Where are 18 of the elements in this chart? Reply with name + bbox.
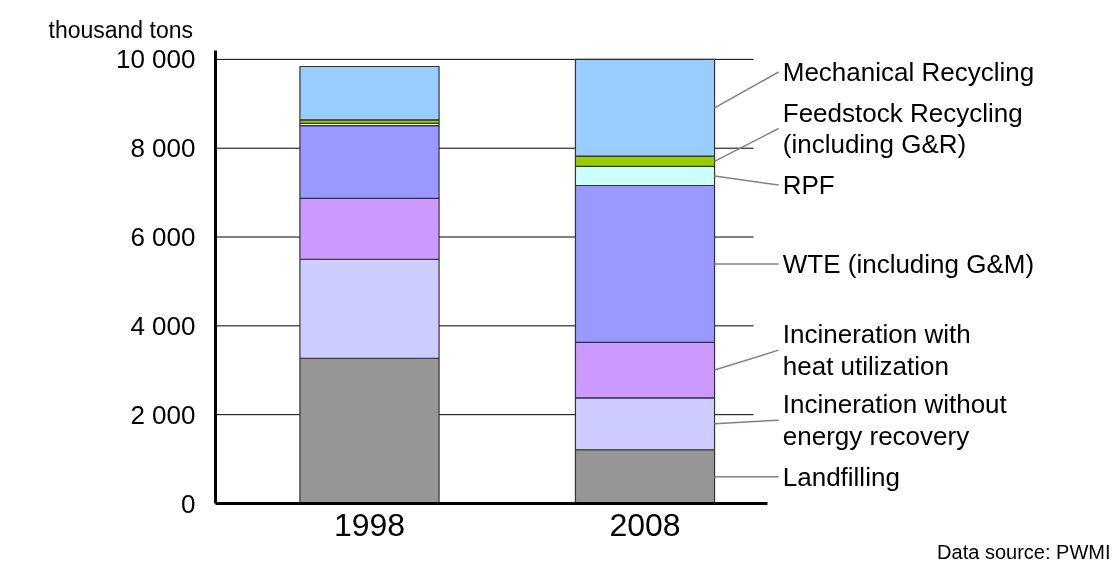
text: Landfilling xyxy=(782,461,900,492)
bar xyxy=(299,65,440,121)
text: Incineration with heat utilization xyxy=(782,319,971,381)
y-tick-label: 2 000 xyxy=(130,399,196,430)
y-axis-title: thousand tons xyxy=(48,16,194,43)
y-tick-label: 6 000 xyxy=(130,222,196,253)
y-tick-label: 8 000 xyxy=(130,133,196,164)
text: RPF xyxy=(782,170,835,200)
x-tick-label: 2008 xyxy=(609,506,681,543)
x-tick-label: 1998 xyxy=(333,506,406,543)
text: WTE (including G&M) xyxy=(782,248,1035,279)
text: Feedstock Recycling (including G&R) xyxy=(782,97,1023,160)
y-tick-label: 10 000 xyxy=(115,44,196,75)
text: Incineration without energy recovery xyxy=(782,389,1008,451)
y-tick-label: 0 xyxy=(181,488,196,519)
y-tick-label: 4 000 xyxy=(130,310,196,341)
text: Mechanical Recycling xyxy=(782,57,1035,87)
source-note: Data source: PWMI xyxy=(937,540,1111,563)
